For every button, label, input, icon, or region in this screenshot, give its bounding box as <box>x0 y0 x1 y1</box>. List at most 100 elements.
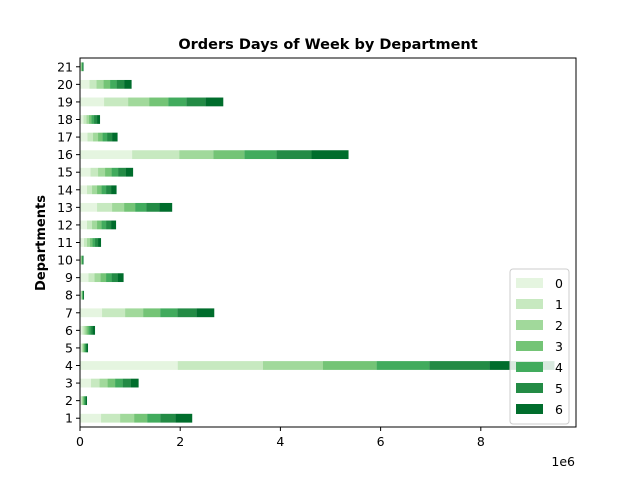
bar-dept-7-day-0 <box>80 308 103 318</box>
bar-dept-12-day-5 <box>106 220 112 230</box>
bar-dept-3-day-1 <box>91 378 100 388</box>
bar-dept-12-day-3 <box>97 220 102 230</box>
bar-dept-15-day-3 <box>105 167 112 177</box>
y-tick-label-9: 9 <box>65 270 73 285</box>
bar-dept-17-day-2 <box>93 132 99 142</box>
bar-dept-19-day-6 <box>205 97 224 107</box>
bar-dept-18-day-0 <box>80 115 84 124</box>
bar-dept-16-day-1 <box>132 150 180 160</box>
bar-dept-4-day-1 <box>177 361 263 370</box>
bar-dept-1-day-5 <box>160 413 176 423</box>
bar-dept-17-day-0 <box>80 132 88 142</box>
y-tick-label-19: 19 <box>57 94 73 109</box>
bar-dept-9-day-6 <box>117 273 124 283</box>
bar-dept-7-day-1 <box>102 308 126 318</box>
bar-dept-7-day-6 <box>196 308 215 318</box>
bar-dept-6-day-3 <box>86 325 89 335</box>
bar-dept-9-day-1 <box>88 273 95 283</box>
bar-dept-7-day-3 <box>143 308 161 318</box>
bar-dept-18-day-2 <box>86 115 90 124</box>
bar-dept-2-day-3 <box>83 396 85 406</box>
bar-dept-19-day-3 <box>149 97 169 107</box>
legend: 0 1 2 3 4 5 6 <box>509 268 570 425</box>
bars <box>80 62 555 423</box>
bar-dept-6-day-5 <box>90 325 93 335</box>
bar-dept-6-day-4 <box>88 325 91 335</box>
bar-dept-18-day-5 <box>94 115 98 124</box>
legend-label-4: 4 <box>555 360 563 375</box>
bar-dept-3-day-0 <box>80 378 92 388</box>
bar-dept-13-day-4 <box>135 202 147 212</box>
bar-dept-13-day-1 <box>97 202 113 212</box>
legend-swatch-4 <box>516 362 543 372</box>
bar-dept-7-day-2 <box>125 308 144 318</box>
bar-dept-11-day-6 <box>98 238 102 247</box>
bar-dept-13-day-5 <box>146 202 160 212</box>
y-tick-label-1: 1 <box>65 411 73 426</box>
bar-dept-11-day-4 <box>92 238 96 247</box>
bar-dept-18-day-6 <box>97 115 101 124</box>
bar-dept-10-day-4 <box>82 255 83 265</box>
bar-dept-17-day-5 <box>107 132 113 142</box>
bar-dept-8-day-1 <box>81 290 82 300</box>
y-tick-label-21: 21 <box>57 59 73 74</box>
y-tick-label-10: 10 <box>57 253 73 268</box>
y-tick-label-12: 12 <box>57 217 73 232</box>
bar-dept-20-day-6 <box>124 79 132 89</box>
bar-dept-12-day-0 <box>80 220 88 230</box>
bar-dept-10-day-6 <box>83 255 84 265</box>
y-tick-label-18: 18 <box>57 112 73 127</box>
bar-dept-2-day-0 <box>80 396 82 406</box>
y-tick-label-8: 8 <box>65 288 73 303</box>
y-tick-label-2: 2 <box>65 393 73 408</box>
bar-dept-1-day-0 <box>80 413 102 423</box>
bar-dept-10-day-1 <box>80 255 82 265</box>
x-tick-label-2: 2 <box>176 434 184 449</box>
bar-dept-11-day-0 <box>80 238 85 247</box>
bar-dept-16-day-4 <box>244 150 277 160</box>
bar-dept-7-day-5 <box>177 308 197 318</box>
bar-dept-1-day-4 <box>147 413 161 423</box>
y-tick-label-17: 17 <box>57 130 73 145</box>
bar-dept-2-day-4 <box>84 396 86 406</box>
bar-dept-16-day-5 <box>276 150 312 160</box>
y-tick-label-5: 5 <box>65 340 73 355</box>
bar-dept-4-day-0 <box>80 361 178 370</box>
bar-dept-1-day-6 <box>175 413 193 423</box>
bar-dept-19-day-0 <box>80 97 105 107</box>
bar-dept-1-day-1 <box>101 413 121 423</box>
x-tick-label-0: 0 <box>76 434 84 449</box>
bar-dept-21-day-6 <box>83 62 84 72</box>
bar-dept-6-day-2 <box>84 325 87 335</box>
bar-dept-5-day-3 <box>83 343 85 353</box>
bar-dept-12-day-1 <box>87 220 93 230</box>
bar-dept-8-day-5 <box>83 290 84 300</box>
y-tick-label-4: 4 <box>65 358 73 373</box>
y-tick-label-14: 14 <box>57 182 73 197</box>
x-axis-multiplier: 1e6 <box>551 454 575 469</box>
legend-label-2: 2 <box>555 318 563 333</box>
bar-dept-4-day-5 <box>429 361 490 370</box>
bar-dept-9-day-0 <box>80 273 89 283</box>
y-tick-label-13: 13 <box>57 200 73 215</box>
bar-dept-9-day-2 <box>94 273 101 283</box>
bar-dept-15-day-4 <box>111 167 119 177</box>
y-tick-label-3: 3 <box>65 376 73 391</box>
bar-dept-10-day-2 <box>81 255 82 265</box>
bar-dept-3-day-6 <box>130 378 139 388</box>
bar-dept-14-day-1 <box>87 185 93 195</box>
bar-dept-21-day-5 <box>82 62 84 72</box>
bar-dept-12-day-2 <box>92 220 98 230</box>
bar-dept-19-day-5 <box>186 97 206 107</box>
bar-dept-14-day-0 <box>80 185 88 195</box>
bar-dept-20-day-0 <box>80 79 90 89</box>
bar-dept-12-day-6 <box>111 220 117 230</box>
bar-dept-15-day-1 <box>90 167 99 177</box>
legend-label-5: 5 <box>555 381 563 396</box>
bar-dept-10-day-3 <box>81 255 83 265</box>
x-tick-label-8: 8 <box>477 434 485 449</box>
bar-dept-1-day-3 <box>134 413 148 423</box>
legend-swatch-2 <box>516 320 543 330</box>
y-axis-label: Departments <box>34 195 49 291</box>
